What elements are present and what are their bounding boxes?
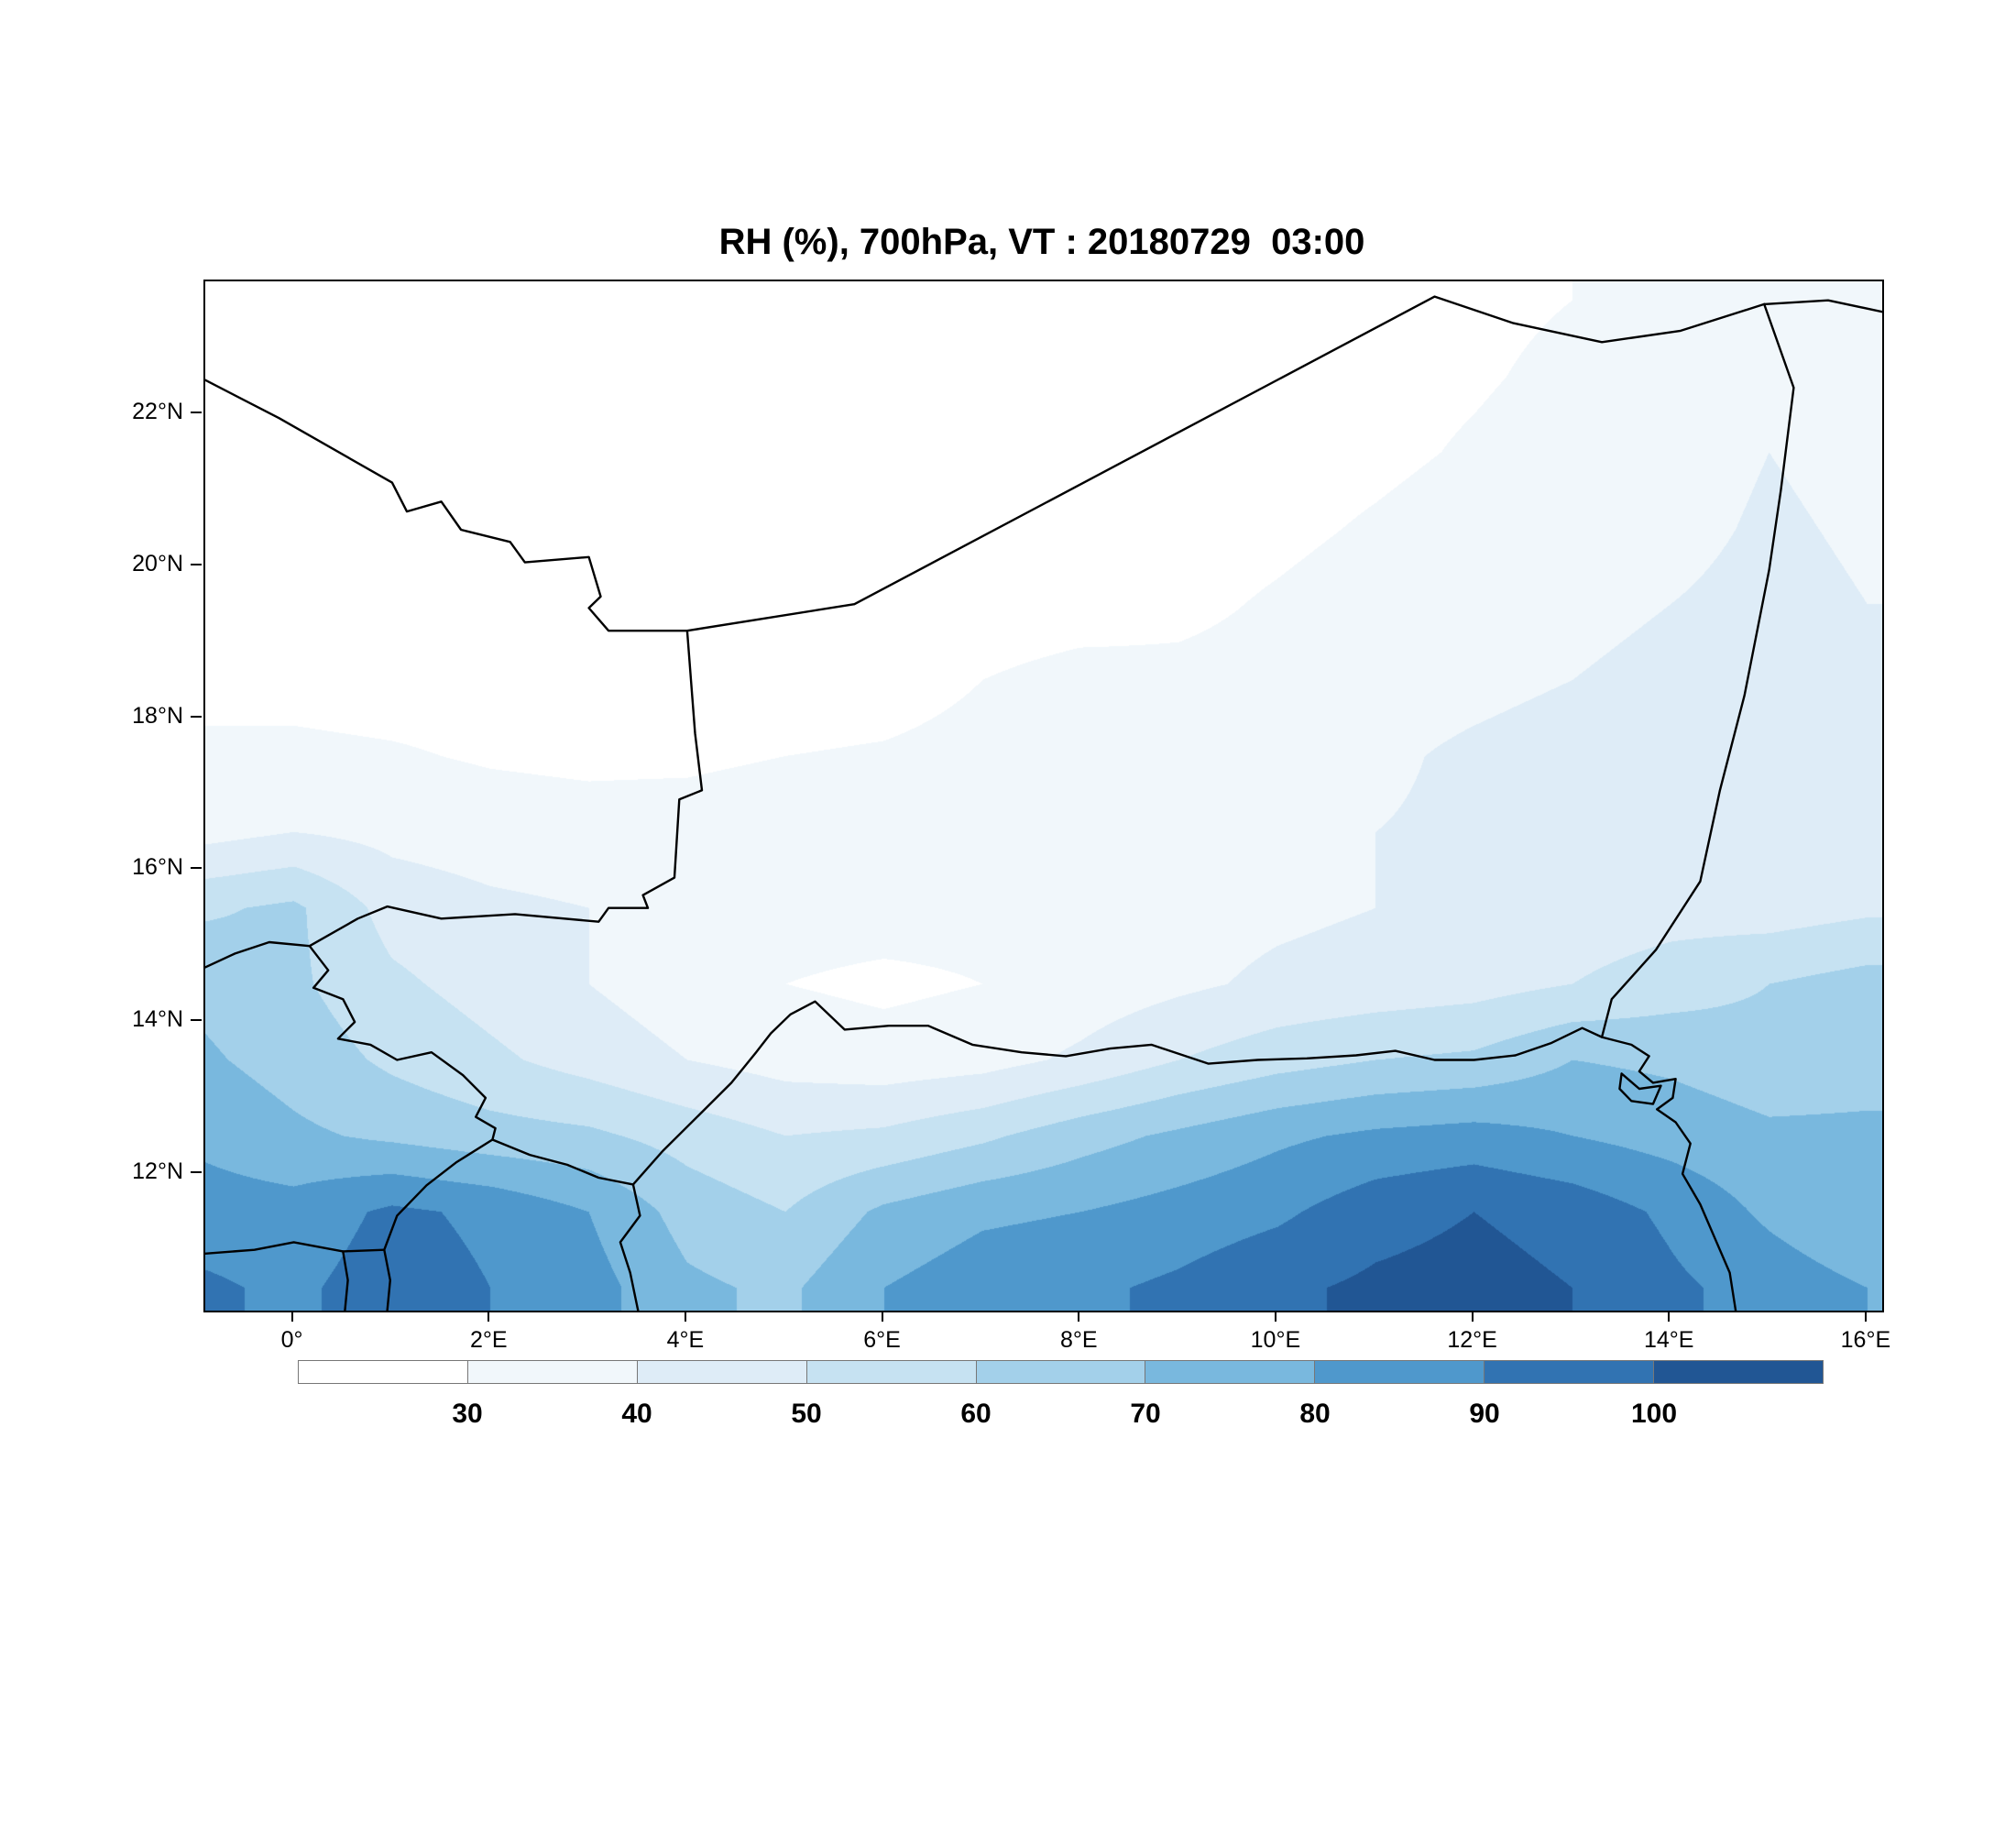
rh-field-canvas [205, 281, 1882, 1311]
country-border-line [685, 295, 1766, 632]
x-tick-label: 2°E [469, 1327, 508, 1353]
y-tick-label: 22°N [132, 399, 183, 425]
colorbar-segment [976, 1361, 1146, 1383]
x-tick-label: 10°E [1250, 1327, 1301, 1353]
country-border-line [1762, 299, 1882, 313]
x-tick-label: 0° [280, 1327, 303, 1353]
y-axis-tick [191, 1170, 202, 1173]
x-axis-tick [1078, 1311, 1080, 1322]
x-axis-tick [881, 1311, 883, 1322]
country-border-line [205, 1241, 386, 1256]
x-tick-label: 6°E [863, 1327, 901, 1353]
colorbar-segment [1145, 1361, 1316, 1383]
country-border-line [308, 630, 704, 948]
x-axis-tick [290, 1311, 293, 1322]
x-axis-tick [488, 1311, 490, 1322]
country-border-line [1600, 302, 1795, 1038]
colorbar-label: 60 [960, 1399, 992, 1429]
x-tick-label: 8°E [1059, 1327, 1098, 1353]
y-tick-label: 16°N [132, 854, 183, 881]
x-axis-tick [1274, 1311, 1276, 1322]
country-border-line [205, 379, 689, 632]
colorbar-segment [299, 1361, 468, 1383]
y-tick-label: 14°N [132, 1006, 183, 1033]
colorbar-segment [1485, 1361, 1655, 1383]
chart-title: RH (%), 700hPa, VT : 20180729 03:00 [718, 222, 1365, 262]
colorbar [298, 1360, 1824, 1384]
country-borders-overlay [205, 295, 1882, 1311]
y-axis-tick [191, 867, 202, 870]
y-tick-label: 20°N [132, 550, 183, 576]
x-axis-tick [1471, 1311, 1474, 1322]
colorbar-segment [637, 1361, 807, 1383]
country-border-line [631, 1000, 1604, 1186]
country-border-line [619, 1183, 641, 1311]
colorbar-label: 100 [1630, 1399, 1678, 1429]
y-axis-tick [191, 1019, 202, 1022]
colorbar-label: 50 [791, 1399, 822, 1429]
colorbar-label: 30 [452, 1399, 483, 1429]
country-border-line [383, 1138, 494, 1311]
colorbar-segment [1315, 1361, 1485, 1383]
y-axis-tick [191, 563, 202, 565]
x-tick-label: 12°E [1447, 1327, 1497, 1353]
x-axis-tick [1864, 1311, 1867, 1322]
x-axis-tick [684, 1311, 686, 1322]
colorbar-label: 80 [1299, 1399, 1331, 1429]
y-tick-label: 12°N [132, 1158, 183, 1184]
x-tick-label: 16°E [1840, 1327, 1891, 1353]
x-tick-label: 14°E [1643, 1327, 1694, 1353]
country-border-line [308, 945, 497, 1141]
map-plot-area [203, 280, 1884, 1312]
country-border-line [491, 1138, 635, 1186]
colorbar-label: 70 [1130, 1399, 1161, 1429]
y-axis-tick [191, 715, 202, 718]
colorbar-label: 90 [1469, 1399, 1500, 1429]
country-border-line [342, 1250, 349, 1311]
colorbar-segment [1654, 1361, 1824, 1383]
colorbar-segment [467, 1361, 638, 1383]
colorbar-segment [806, 1361, 977, 1383]
country-border-line [205, 940, 312, 969]
x-tick-label: 4°E [666, 1327, 705, 1353]
y-axis-tick [191, 412, 202, 414]
colorbar-label: 40 [621, 1399, 652, 1429]
x-axis-tick [1668, 1311, 1671, 1322]
country-border-line [1618, 1072, 1662, 1105]
y-tick-label: 18°N [132, 702, 183, 729]
country-border-line [1600, 1036, 1737, 1311]
